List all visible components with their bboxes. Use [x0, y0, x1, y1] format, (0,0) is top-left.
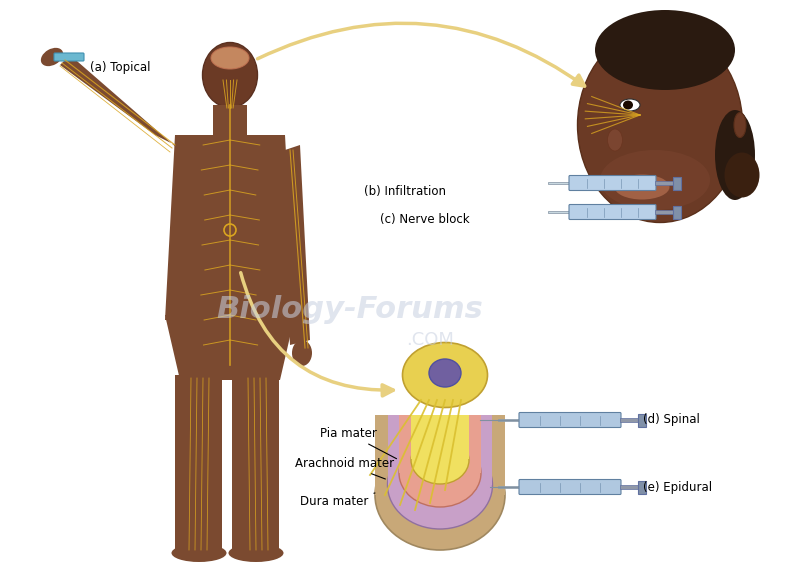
Bar	[399, 415, 481, 473]
Text: (d) Spinal: (d) Spinal	[643, 414, 700, 426]
Text: (e) Epidural: (e) Epidural	[643, 481, 712, 493]
Text: .COM: .COM	[406, 331, 454, 349]
Ellipse shape	[41, 48, 63, 66]
Bar	[655, 181, 673, 185]
Polygon shape	[280, 145, 310, 345]
Ellipse shape	[229, 544, 283, 562]
Ellipse shape	[202, 43, 258, 107]
Ellipse shape	[429, 359, 461, 387]
Bar	[620, 485, 638, 489]
FancyBboxPatch shape	[548, 211, 570, 213]
Ellipse shape	[595, 10, 735, 90]
Text: Dura mater: Dura mater	[300, 493, 375, 508]
Ellipse shape	[614, 174, 670, 200]
Ellipse shape	[292, 340, 312, 366]
FancyBboxPatch shape	[54, 53, 84, 61]
Ellipse shape	[607, 129, 622, 151]
Bar	[388, 415, 492, 485]
FancyBboxPatch shape	[548, 182, 570, 184]
Ellipse shape	[399, 439, 481, 507]
Text: (b) Infiltration: (b) Infiltration	[364, 185, 446, 198]
Text: Pia mater: Pia mater	[320, 427, 397, 459]
Polygon shape	[165, 315, 295, 380]
Bar	[638, 481, 646, 493]
Bar	[232, 375, 279, 550]
Ellipse shape	[211, 47, 249, 69]
FancyBboxPatch shape	[569, 204, 656, 219]
Bar	[375, 415, 505, 495]
Ellipse shape	[375, 440, 505, 550]
Ellipse shape	[402, 343, 487, 407]
FancyBboxPatch shape	[498, 486, 520, 488]
Bar	[638, 414, 646, 426]
Ellipse shape	[600, 150, 710, 210]
Polygon shape	[165, 135, 295, 320]
Bar	[673, 205, 681, 219]
Bar	[620, 418, 638, 422]
Bar	[673, 177, 681, 189]
Text: Arachnoid mater: Arachnoid mater	[295, 457, 394, 479]
Polygon shape	[60, 55, 185, 155]
Ellipse shape	[623, 100, 633, 110]
Text: Biology-Forums: Biology-Forums	[217, 295, 483, 324]
FancyBboxPatch shape	[498, 419, 520, 421]
Bar	[213, 105, 247, 135]
Text: (a) Topical: (a) Topical	[90, 62, 150, 74]
Bar	[411, 415, 469, 459]
Ellipse shape	[715, 110, 755, 200]
Bar	[175, 375, 222, 550]
Ellipse shape	[734, 113, 746, 137]
Text: (c) Nerve block: (c) Nerve block	[380, 213, 470, 226]
FancyBboxPatch shape	[569, 175, 656, 190]
Bar	[655, 210, 673, 214]
Ellipse shape	[387, 441, 493, 529]
Ellipse shape	[411, 436, 469, 484]
Ellipse shape	[578, 28, 742, 223]
Ellipse shape	[171, 544, 226, 562]
FancyBboxPatch shape	[519, 413, 621, 428]
Ellipse shape	[725, 152, 759, 197]
Ellipse shape	[620, 99, 640, 111]
FancyBboxPatch shape	[519, 479, 621, 494]
